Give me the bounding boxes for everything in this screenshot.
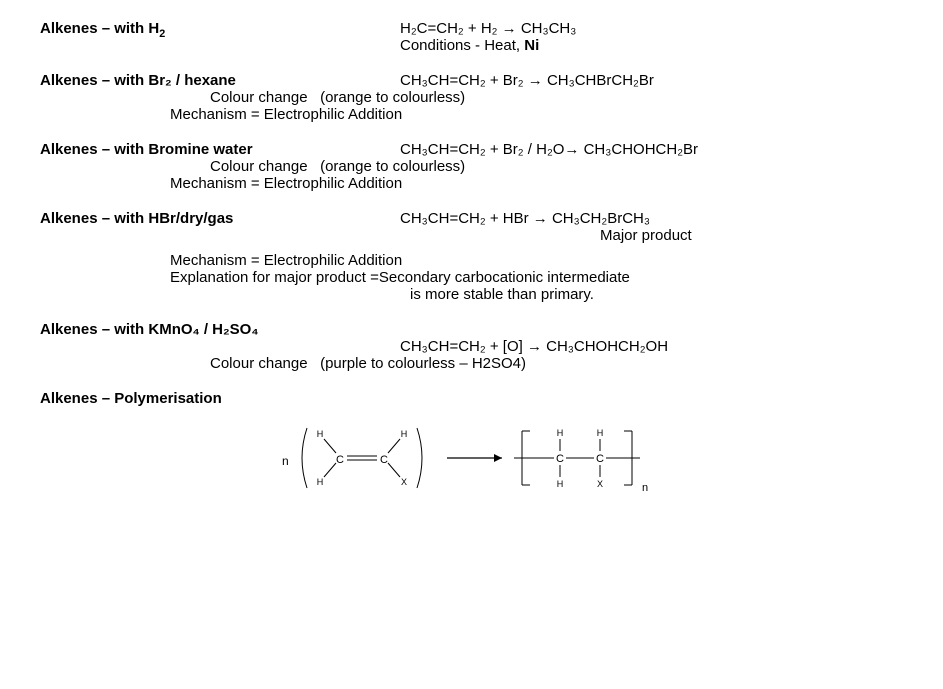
row-title-eq: Alkenes – with H2 H₂C=CH₂ + H₂ → CH₃CH₃ bbox=[40, 20, 903, 37]
section-polymerisation: Alkenes – Polymerisation n C C H H H X bbox=[40, 390, 903, 503]
poly-c2: C bbox=[380, 454, 388, 466]
conditions-row: Conditions - Heat, Ni bbox=[40, 37, 903, 54]
poly-h-ll: H bbox=[316, 477, 323, 487]
colour-label: Colour change bbox=[210, 355, 308, 372]
poly-h-ur: H bbox=[400, 429, 407, 439]
mechanism: Mechanism = Electrophilic Addition bbox=[40, 106, 903, 123]
bond-ll bbox=[324, 463, 336, 477]
poly-c1: C bbox=[336, 454, 344, 466]
title-text: Alkenes – with H bbox=[40, 20, 159, 37]
title: Alkenes – with H2 bbox=[40, 20, 400, 37]
poly-n-left: n bbox=[282, 454, 289, 468]
section-alkenes-bromine-water: Alkenes – with Bromine water CH₃CH=CH₂ +… bbox=[40, 141, 903, 192]
section-alkenes-hbr: Alkenes – with HBr/dry/gas CH₃CH=CH₂ + H… bbox=[40, 210, 903, 303]
poly-ph-1d: H bbox=[556, 479, 563, 489]
explain-line2: is more stable than primary. bbox=[40, 286, 903, 303]
colour-label: Colour change bbox=[210, 89, 308, 106]
explanation-row: Explanation for major product = Secondar… bbox=[40, 269, 903, 286]
colour-row: Colour change (orange to colourless) bbox=[40, 158, 903, 175]
colour-label: Colour change bbox=[210, 158, 308, 175]
explain-line1: Secondary carbocationic intermediate bbox=[379, 269, 630, 286]
bond-ur bbox=[388, 439, 400, 453]
colour-row: Colour change (orange to colourless) bbox=[40, 89, 903, 106]
colour-value: (orange to colourless) bbox=[320, 158, 465, 175]
poly-pc1: C bbox=[556, 453, 564, 465]
colour-value: (purple to colourless – H2SO4) bbox=[320, 355, 526, 372]
explain-label: Explanation for major product = bbox=[170, 269, 379, 286]
title: Alkenes – Polymerisation bbox=[40, 390, 903, 407]
title: Alkenes – with Br₂ / hexane bbox=[40, 72, 400, 89]
equation: CH₃CH=CH₂ + [O] → CH₃CHOHCH₂OH bbox=[40, 338, 903, 355]
major-product: Major product bbox=[40, 227, 903, 244]
title: Alkenes – with HBr/dry/gas bbox=[40, 210, 400, 227]
mechanism: Mechanism = Electrophilic Addition bbox=[40, 175, 903, 192]
equation: CH₃CH=CH₂ + Br₂ / H₂O→ CH₃CHOHCH₂Br bbox=[400, 141, 903, 158]
colour-row: Colour change (purple to colourless – H2… bbox=[40, 355, 903, 372]
equation: CH₃CH=CH₂ + Br₂ → CH₃CHBrCH₂Br bbox=[400, 72, 903, 89]
row-title-eq: Alkenes – with HBr/dry/gas CH₃CH=CH₂ + H… bbox=[40, 210, 903, 227]
poly-h-ul: H bbox=[316, 429, 323, 439]
poly-px-2d: X bbox=[596, 479, 602, 489]
paren-right bbox=[417, 428, 422, 488]
cond-bold: Ni bbox=[524, 37, 539, 54]
polymer-diagram: n C C H H H X bbox=[40, 413, 903, 503]
colour-value: (orange to colourless) bbox=[320, 89, 465, 106]
conditions: Conditions - Heat, Ni bbox=[400, 37, 539, 54]
mechanism: Mechanism = Electrophilic Addition bbox=[40, 252, 903, 269]
spacer bbox=[40, 244, 903, 252]
arrow-head bbox=[494, 454, 502, 462]
section-alkenes-br2: Alkenes – with Br₂ / hexane CH₃CH=CH₂ + … bbox=[40, 72, 903, 123]
cond-label: Conditions - Heat, bbox=[400, 37, 524, 54]
title: Alkenes – with Bromine water bbox=[40, 141, 400, 158]
section-alkenes-kmno4: Alkenes – with KMnO₄ / H₂SO₄ CH₃CH=CH₂ +… bbox=[40, 321, 903, 372]
polymer-svg: n C C H H H X bbox=[262, 413, 682, 503]
bond-lr bbox=[388, 463, 400, 477]
poly-ph-1u: H bbox=[556, 428, 563, 438]
row-title-eq: Alkenes – with Bromine water CH₃CH=CH₂ +… bbox=[40, 141, 903, 158]
poly-pc2: C bbox=[596, 453, 604, 465]
equation: CH₃CH=CH₂ + HBr → CH₃CH₂BrCH₃ bbox=[400, 210, 903, 227]
paren-left bbox=[302, 428, 307, 488]
row-title-eq: Alkenes – with Br₂ / hexane CH₃CH=CH₂ + … bbox=[40, 72, 903, 89]
title: Alkenes – with KMnO₄ / H₂SO₄ bbox=[40, 321, 903, 338]
poly-x-lr: X bbox=[400, 477, 406, 487]
equation: H₂C=CH₂ + H₂ → CH₃CH₃ bbox=[400, 20, 903, 37]
poly-n-right: n bbox=[642, 482, 648, 494]
section-alkenes-h2: Alkenes – with H2 H₂C=CH₂ + H₂ → CH₃CH₃ … bbox=[40, 20, 903, 54]
spacer bbox=[40, 37, 400, 54]
poly-ph-2u: H bbox=[596, 428, 603, 438]
bond-ul bbox=[324, 439, 336, 453]
